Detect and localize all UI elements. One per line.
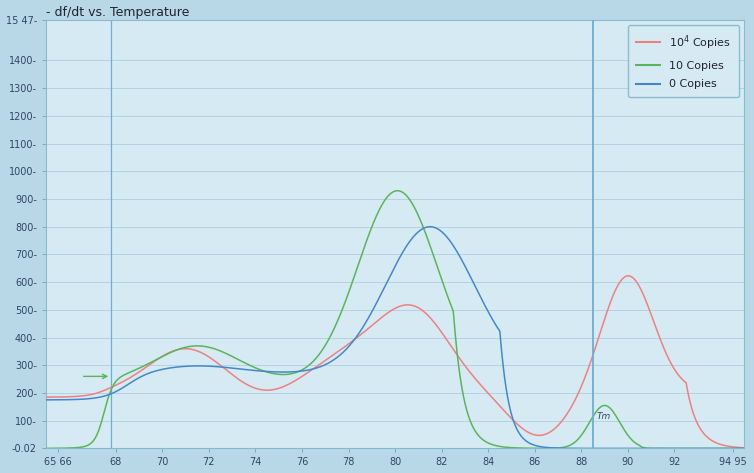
Legend: $10^4$ Copies, 10 Copies, 0 Copies: $10^4$ Copies, 10 Copies, 0 Copies bbox=[628, 25, 739, 97]
Text: - df/dt vs. Temperature: - df/dt vs. Temperature bbox=[46, 6, 189, 18]
Text: Tm: Tm bbox=[596, 412, 611, 421]
